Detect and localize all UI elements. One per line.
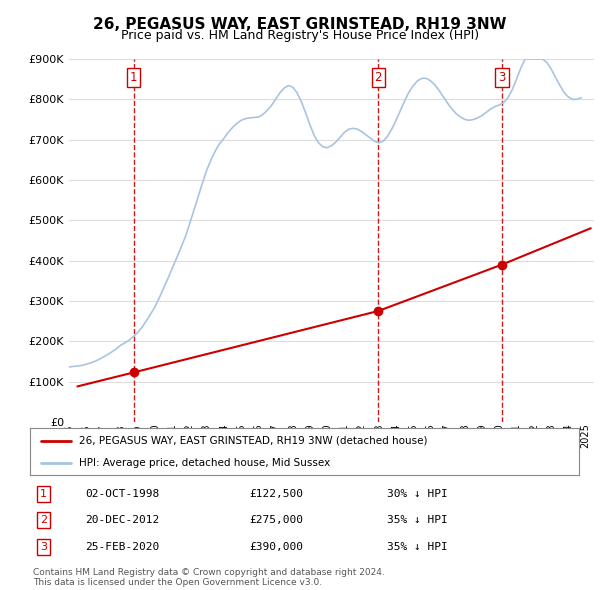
- Text: 26, PEGASUS WAY, EAST GRINSTEAD, RH19 3NW (detached house): 26, PEGASUS WAY, EAST GRINSTEAD, RH19 3N…: [79, 436, 428, 446]
- Text: 20-DEC-2012: 20-DEC-2012: [85, 515, 159, 525]
- Text: 30% ↓ HPI: 30% ↓ HPI: [387, 489, 448, 499]
- Text: Contains HM Land Registry data © Crown copyright and database right 2024.: Contains HM Land Registry data © Crown c…: [33, 568, 385, 576]
- Text: This data is licensed under the Open Government Licence v3.0.: This data is licensed under the Open Gov…: [33, 578, 322, 587]
- Text: 25-FEB-2020: 25-FEB-2020: [85, 542, 159, 552]
- Text: 3: 3: [40, 542, 47, 552]
- Text: 2: 2: [40, 515, 47, 525]
- Text: 35% ↓ HPI: 35% ↓ HPI: [387, 542, 448, 552]
- Text: 26, PEGASUS WAY, EAST GRINSTEAD, RH19 3NW: 26, PEGASUS WAY, EAST GRINSTEAD, RH19 3N…: [93, 17, 507, 31]
- Text: Price paid vs. HM Land Registry's House Price Index (HPI): Price paid vs. HM Land Registry's House …: [121, 30, 479, 42]
- Text: £122,500: £122,500: [250, 489, 304, 499]
- Text: 1: 1: [130, 71, 137, 84]
- Text: HPI: Average price, detached house, Mid Sussex: HPI: Average price, detached house, Mid …: [79, 458, 331, 468]
- Text: £390,000: £390,000: [250, 542, 304, 552]
- Text: 35% ↓ HPI: 35% ↓ HPI: [387, 515, 448, 525]
- Text: £275,000: £275,000: [250, 515, 304, 525]
- Text: 2: 2: [374, 71, 382, 84]
- Text: 02-OCT-1998: 02-OCT-1998: [85, 489, 159, 499]
- Text: 3: 3: [498, 71, 506, 84]
- Text: 1: 1: [40, 489, 47, 499]
